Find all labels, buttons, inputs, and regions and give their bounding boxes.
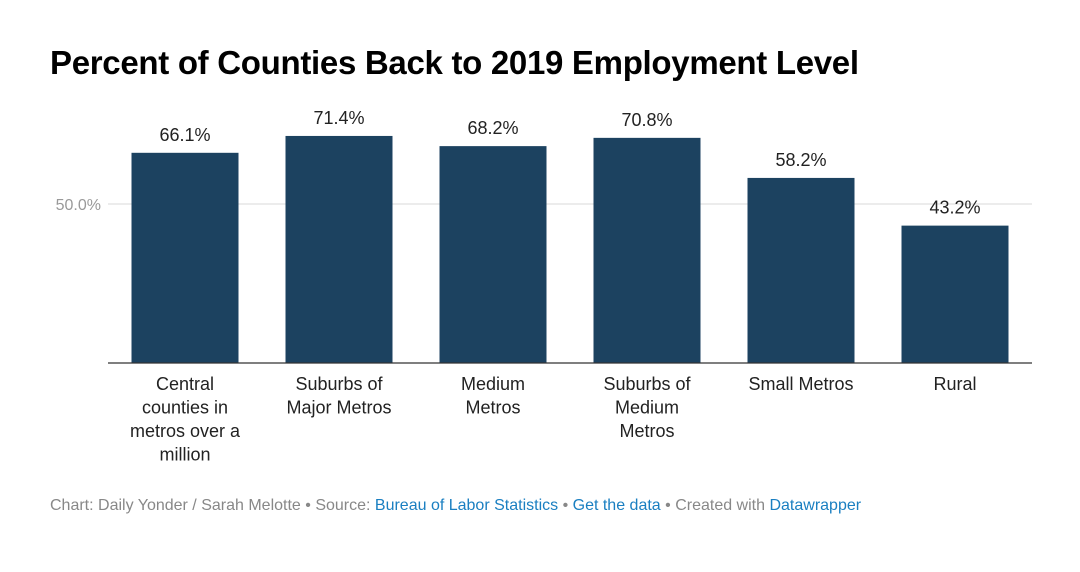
bar[interactable] (747, 177, 855, 363)
bars-layer (131, 135, 1009, 363)
footer-separator: • (562, 497, 573, 514)
x-category-label: Medium Metros (461, 374, 525, 418)
labels-layer: 66.1% Central counties in metros over a mill… (130, 108, 981, 465)
bar-value-label: 58.2% (775, 150, 826, 170)
bar[interactable] (131, 152, 239, 363)
x-category-label-line: Small Metros (748, 374, 853, 394)
bar-value-label: 71.4% (313, 108, 364, 128)
datawrapper-link[interactable]: Datawrapper (769, 497, 862, 514)
x-category-label: Suburbs of Medium Metros (603, 374, 691, 441)
x-category-label-line: metros over a (130, 421, 241, 441)
grid-layer: 50.0% (56, 197, 1032, 214)
x-category-label-line: Rural (933, 374, 976, 394)
source-link[interactable]: Bureau of Labor Statistics (374, 497, 559, 514)
x-category-label-line: counties in (142, 398, 228, 418)
bar[interactable] (439, 146, 547, 363)
x-category-label-line: million (159, 445, 210, 465)
bar[interactable] (901, 225, 1009, 363)
x-category-label: Rural (933, 374, 976, 394)
x-category-label: Suburbs of Major Metros (286, 374, 391, 418)
x-category-label-line: Metros (619, 421, 674, 441)
x-category-label-line: Medium (615, 398, 679, 418)
get-data-link[interactable]: Get the data (572, 497, 661, 514)
footer-source-label: Source: (315, 497, 371, 514)
x-category-label-line: Medium (461, 374, 525, 394)
x-category-label: Small Metros (748, 374, 853, 394)
bar-value-label: 66.1% (159, 125, 210, 145)
bar-value-label: 43.2% (929, 198, 980, 218)
x-category-label-line: Central (156, 374, 214, 394)
footer-created-with: Created with (675, 497, 766, 514)
x-category-label: Central counties in metros over a million (130, 374, 241, 465)
bar-value-label: 68.2% (467, 118, 518, 138)
chart-footer: Chart: Daily Yonder / Sarah Melotte • So… (50, 497, 861, 515)
chart-title: Percent of Counties Back to 2019 Employm… (50, 44, 859, 81)
footer-separator: • (305, 497, 316, 514)
bar[interactable] (593, 137, 701, 363)
y-tick-label: 50.0% (56, 197, 101, 214)
footer-separator: • (665, 497, 676, 514)
bar[interactable] (285, 135, 393, 363)
x-category-label-line: Suburbs of (295, 374, 383, 394)
footer-credit: Chart: Daily Yonder / Sarah Melotte (50, 497, 301, 514)
x-category-label-line: Suburbs of (603, 374, 691, 394)
x-category-label-line: Major Metros (286, 398, 391, 418)
x-category-label-line: Metros (465, 398, 520, 418)
bar-value-label: 70.8% (621, 110, 672, 130)
